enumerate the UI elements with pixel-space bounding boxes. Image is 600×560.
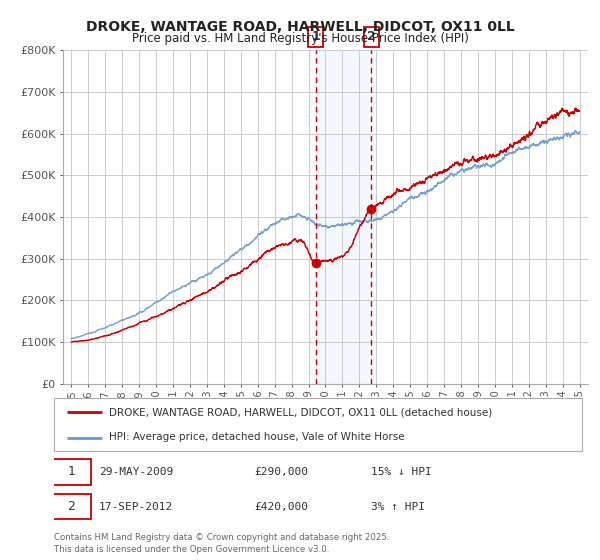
Text: 15% ↓ HPI: 15% ↓ HPI (371, 466, 431, 477)
Text: 29-MAY-2009: 29-MAY-2009 (99, 466, 173, 477)
FancyBboxPatch shape (52, 494, 91, 519)
FancyBboxPatch shape (52, 459, 91, 484)
Text: 2: 2 (367, 30, 376, 44)
Text: 1: 1 (311, 30, 320, 44)
Text: DROKE, WANTAGE ROAD, HARWELL, DIDCOT, OX11 0LL (detached house): DROKE, WANTAGE ROAD, HARWELL, DIDCOT, OX… (109, 408, 493, 418)
Text: DROKE, WANTAGE ROAD, HARWELL, DIDCOT, OX11 0LL: DROKE, WANTAGE ROAD, HARWELL, DIDCOT, OX… (86, 20, 514, 34)
Text: HPI: Average price, detached house, Vale of White Horse: HPI: Average price, detached house, Vale… (109, 432, 405, 442)
FancyBboxPatch shape (54, 398, 582, 451)
Text: 17-SEP-2012: 17-SEP-2012 (99, 502, 173, 511)
Bar (316, 50, 371, 384)
Text: £420,000: £420,000 (254, 502, 308, 511)
Text: 1: 1 (67, 465, 75, 478)
Text: Contains HM Land Registry data © Crown copyright and database right 2025.
This d: Contains HM Land Registry data © Crown c… (54, 533, 389, 554)
Text: Price paid vs. HM Land Registry's House Price Index (HPI): Price paid vs. HM Land Registry's House … (131, 32, 469, 45)
Text: 3% ↑ HPI: 3% ↑ HPI (371, 502, 425, 511)
Text: £290,000: £290,000 (254, 466, 308, 477)
Text: 2: 2 (67, 500, 75, 513)
